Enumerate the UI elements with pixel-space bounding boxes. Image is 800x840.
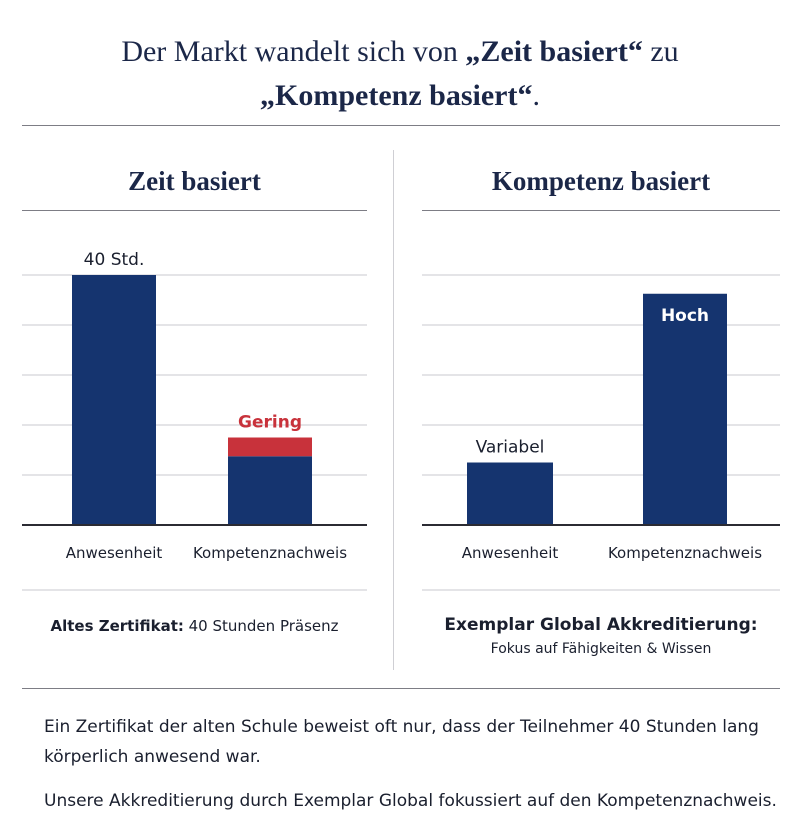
tick-label: Anwesenheit: [462, 544, 559, 562]
top-divider: [22, 125, 780, 126]
bar-kompetenznachweis: [643, 293, 727, 525]
right-caption: Exemplar Global Akkreditierung: Fokus au…: [422, 615, 780, 657]
footer-paragraph-2: Unsere Akkreditierung durch Exemplar Glo…: [44, 791, 777, 811]
tick-label: Kompetenznachweis: [193, 544, 347, 562]
title-bold-competence: „Kompetenz basiert“: [260, 79, 533, 112]
bar-kompetenznachweis-gering: [228, 437, 312, 457]
tick-label: Kompetenznachweis: [608, 544, 762, 562]
bar-anwesenheit: [467, 462, 553, 525]
title-period: .: [532, 79, 540, 112]
center-divider: [393, 150, 394, 670]
left-caption: Altes Zertifikat: 40 Stunden Präsenz: [22, 617, 367, 635]
title-prefix: Der Markt wandelt sich von: [121, 35, 466, 68]
left-title-underline: [22, 210, 367, 211]
right-panel-title: Kompetenz basiert: [491, 166, 711, 196]
right-title-underline: [422, 210, 780, 211]
data-label: 40 Std.: [84, 250, 145, 270]
data-label: Gering: [238, 413, 302, 433]
bar-anwesenheit: [72, 275, 156, 525]
left-caption-bold: Altes Zertifikat:: [50, 617, 184, 635]
bar-kompetenznachweis: [228, 456, 312, 525]
data-label: Hoch: [661, 306, 709, 326]
footer-paragraph-1: Ein Zertifikat der alten Schule beweist …: [44, 717, 759, 767]
tick-label: Anwesenheit: [66, 544, 163, 562]
left-caption-text: 40 Stunden Präsenz: [183, 617, 339, 635]
bottom-divider: [22, 688, 780, 689]
right-caption-bold: Exemplar Global Akkreditierung:: [444, 615, 758, 635]
right-caption-sub: Fokus auf Fähigkeiten & Wissen: [490, 641, 712, 657]
left-panel-title: Zeit basiert: [128, 166, 261, 196]
data-label: Variabel: [476, 438, 545, 458]
page-title: Der Markt wandelt sich von „Zeit basiert…: [0, 30, 800, 118]
title-bold-time: „Zeit basiert“: [465, 35, 643, 68]
title-suffix: zu: [642, 35, 679, 68]
